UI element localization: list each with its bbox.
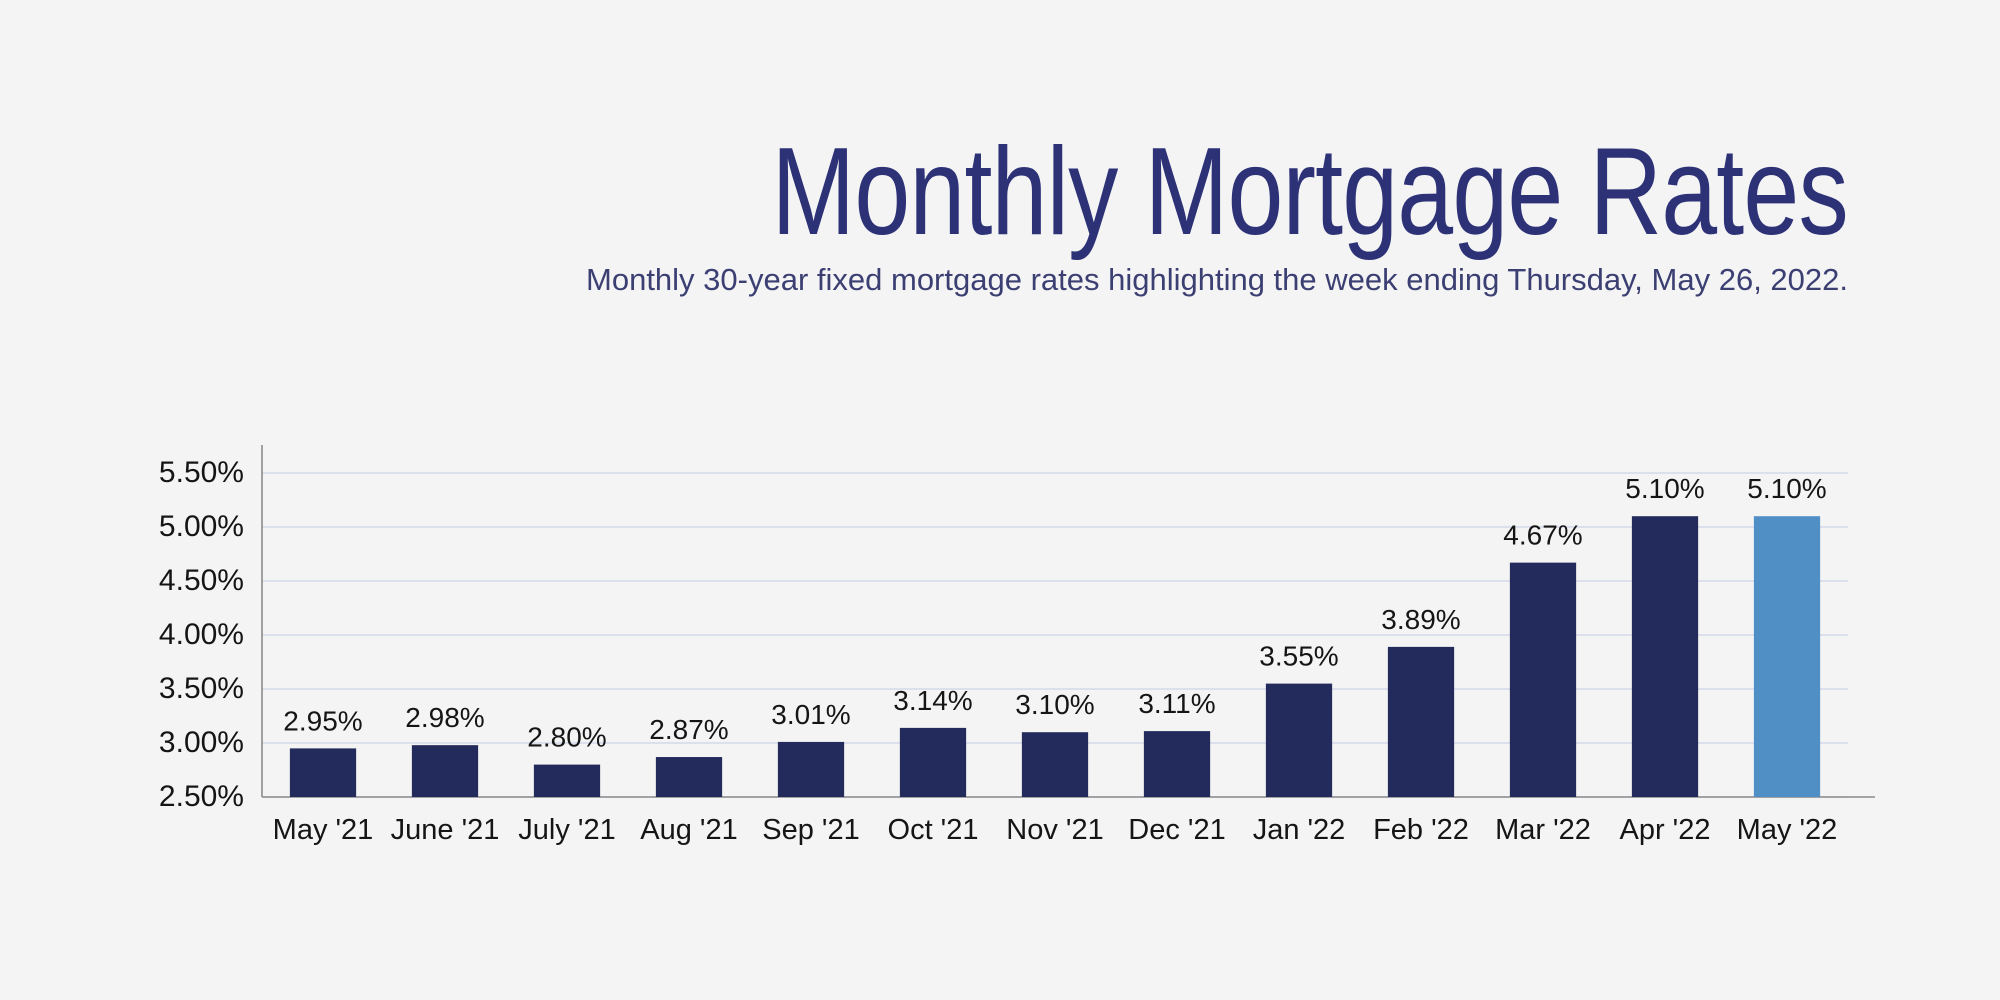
svg-text:5.00%: 5.00% xyxy=(159,510,244,543)
svg-text:3.00%: 3.00% xyxy=(159,726,244,759)
svg-text:4.67%: 4.67% xyxy=(1503,520,1582,551)
svg-text:2.87%: 2.87% xyxy=(649,714,728,745)
svg-text:May '22: May '22 xyxy=(1737,814,1838,846)
svg-text:Sep '21: Sep '21 xyxy=(762,814,859,846)
svg-text:2.95%: 2.95% xyxy=(283,705,362,736)
svg-text:May '21: May '21 xyxy=(273,814,374,846)
svg-text:Jan '22: Jan '22 xyxy=(1253,814,1346,846)
svg-text:2.98%: 2.98% xyxy=(405,702,484,733)
svg-text:Mar '22: Mar '22 xyxy=(1495,814,1591,846)
svg-text:3.50%: 3.50% xyxy=(159,672,244,705)
svg-text:3.89%: 3.89% xyxy=(1381,604,1460,635)
svg-text:June '21: June '21 xyxy=(391,814,500,846)
svg-text:3.14%: 3.14% xyxy=(893,685,972,716)
svg-text:3.10%: 3.10% xyxy=(1015,689,1094,720)
svg-text:4.00%: 4.00% xyxy=(159,618,244,651)
svg-text:4.50%: 4.50% xyxy=(159,564,244,597)
svg-text:Nov '21: Nov '21 xyxy=(1006,814,1103,846)
svg-text:July '21: July '21 xyxy=(518,814,615,846)
svg-text:Feb '22: Feb '22 xyxy=(1373,814,1469,846)
svg-text:5.10%: 5.10% xyxy=(1625,473,1704,504)
svg-text:3.55%: 3.55% xyxy=(1259,641,1338,672)
svg-text:Oct '21: Oct '21 xyxy=(888,814,979,846)
svg-text:5.50%: 5.50% xyxy=(159,456,244,489)
svg-text:Aug '21: Aug '21 xyxy=(640,814,737,846)
svg-text:Dec '21: Dec '21 xyxy=(1128,814,1225,846)
svg-text:2.80%: 2.80% xyxy=(527,722,606,753)
svg-text:3.11%: 3.11% xyxy=(1138,688,1215,719)
svg-text:Apr '22: Apr '22 xyxy=(1620,814,1711,846)
svg-text:3.01%: 3.01% xyxy=(771,699,850,730)
svg-text:2.50%: 2.50% xyxy=(159,780,244,813)
svg-text:5.10%: 5.10% xyxy=(1747,473,1826,504)
